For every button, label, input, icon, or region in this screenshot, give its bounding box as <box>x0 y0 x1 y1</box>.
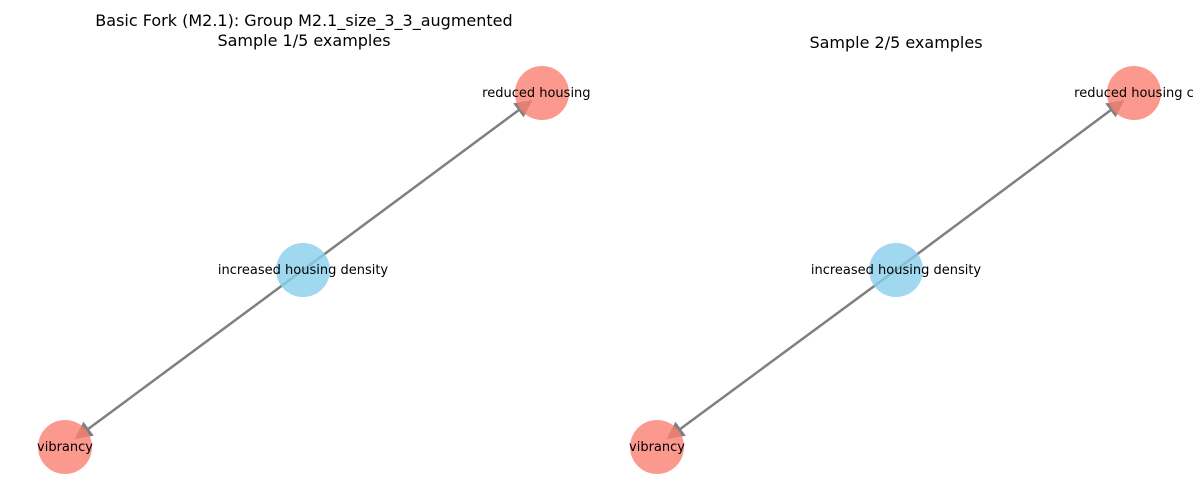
panel-1-title-line1: Basic Fork (M2.1): Group M2.1_size_3_3_a… <box>95 11 513 30</box>
panel-1-edge-to-bottom <box>74 268 304 440</box>
panel-1-node-effect-top <box>515 66 569 120</box>
panel-2-edge-to-top <box>895 99 1125 272</box>
panel-1-title-line2: Sample 1/5 examples <box>217 31 391 50</box>
panel-1-graph: reduced housing c increased housing dens… <box>37 66 602 474</box>
panel-2-node-effect-bottom <box>630 420 684 474</box>
panel-1-node-effect-bottom <box>38 420 92 474</box>
panel-2-node-cause <box>869 243 923 297</box>
panel-1-title: Basic Fork (M2.1): Group M2.1_size_3_3_a… <box>54 11 554 51</box>
panel-2-title: Sample 2/5 examples <box>646 33 1146 53</box>
panel-2-title-line2: Sample 2/5 examples <box>809 33 983 52</box>
panel-2-graph: reduced housing c increased housing dens… <box>629 66 1194 474</box>
panel-2-label-effect-bottom: vibrancy <box>629 440 685 455</box>
panel-2-label-effect-top: reduced housing c <box>1074 86 1194 101</box>
panel-2-label-cause: increased housing density <box>811 263 982 278</box>
panel-1-node-cause <box>276 243 330 297</box>
panel-1-label-effect-bottom: vibrancy <box>37 440 93 455</box>
panel-2-edge-to-bottom <box>666 268 897 440</box>
panel-1-edge-to-top <box>302 99 533 272</box>
panel-2-node-effect-top <box>1107 66 1161 120</box>
panel-1-label-cause: increased housing density <box>218 263 389 278</box>
panel-1-label-effect-top: reduced housing c <box>482 86 602 101</box>
